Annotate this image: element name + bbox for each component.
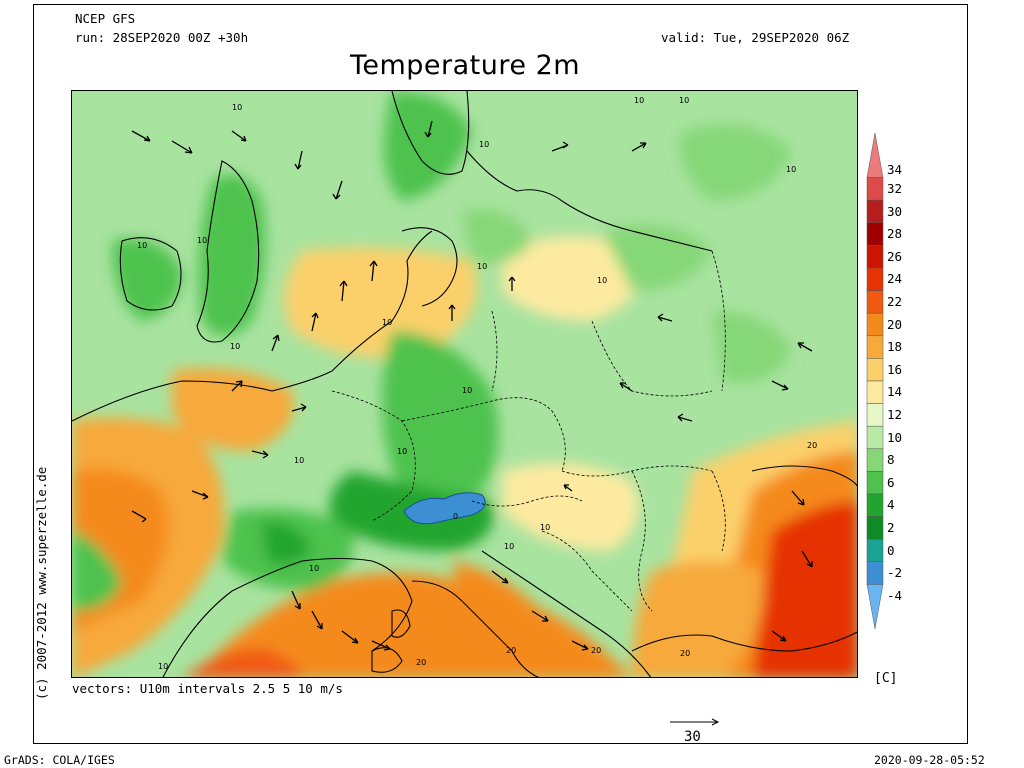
contour-label: 20 [591, 646, 601, 655]
colorbar-tick-label: 2 [887, 519, 895, 535]
credit-label: (c) 2007-2012 www.superzelle.de [34, 466, 49, 700]
coastlines [72, 91, 857, 677]
contour-label: 10 [540, 523, 550, 532]
colorbar-cell [866, 335, 884, 359]
reference-vector-arrow [670, 718, 720, 726]
colorbar-tick-label: 26 [887, 248, 903, 264]
colorbar-cell [866, 425, 884, 450]
valid-label: valid: Tue, 29SEP2020 06Z [661, 30, 850, 45]
unit-label: [C] [874, 671, 898, 686]
colorbar-tick-label: 0 [887, 542, 895, 558]
colorbar-tick-label: 30 [887, 203, 903, 219]
colorbar-cell [866, 380, 884, 404]
contour-label: 10 [786, 165, 796, 174]
model-label: NCEP GFS [75, 11, 136, 26]
contour-label: 10 [462, 386, 472, 395]
contour-label: 10 [397, 447, 407, 456]
colorbar-tick-label: 18 [887, 339, 903, 355]
colorbar-cell [866, 538, 884, 563]
colorbar-tick-label: 10 [887, 429, 903, 445]
colorbar-cell [866, 584, 884, 629]
colorbar-cell [866, 358, 884, 382]
colorbar [866, 133, 884, 629]
contour-label: 10 [137, 241, 147, 250]
colorbar-tick-label: -2 [887, 565, 903, 581]
map-canvas: 10 10 10 10 10 10 10 10 10 10 10 10 10 1… [72, 91, 857, 677]
contour-label: 10 [634, 96, 644, 105]
contour-label: 10 [477, 262, 487, 271]
contour-label: 10 [382, 318, 392, 327]
vectors-note: vectors: U10m intervals 2.5 5 10 m/s [72, 681, 343, 696]
colorbar-tick-label: 20 [887, 316, 903, 332]
contour-label: 10 [504, 542, 514, 551]
colorbar-cell [866, 471, 884, 495]
colorbar-cell [866, 222, 884, 246]
colorbar-tick-label: 14 [887, 384, 903, 400]
contour-label: 10 [679, 96, 689, 105]
contour-label: 20 [680, 649, 690, 658]
contour-label: 10 [230, 342, 240, 351]
colorbar-cell [866, 448, 884, 472]
colorbar-cell [866, 267, 884, 291]
wind-vectors [131, 120, 813, 651]
run-label: run: 28SEP2020 00Z +30h [75, 30, 249, 45]
colorbar-tick-label: 4 [887, 497, 895, 513]
colorbar-cells [866, 133, 884, 629]
colorbar-cell [866, 245, 884, 269]
timestamp: 2020-09-28-05:52 [874, 753, 985, 767]
colorbar-tick-label: 32 [887, 180, 903, 196]
colorbar-cell [866, 493, 884, 517]
contour-label: 0 [453, 512, 458, 521]
contour-label: 10 [197, 236, 207, 245]
temperature-field [72, 91, 857, 677]
colorbar-tick-label: 12 [887, 406, 903, 422]
contour-label: 10 [232, 103, 242, 112]
map-title: Temperature 2m [349, 50, 581, 81]
contour-label: 20 [506, 646, 516, 655]
colorbar-cell [866, 199, 884, 224]
alpine-cold-area [403, 492, 486, 525]
colorbar-cell [866, 177, 884, 201]
temperature-map: 10 10 10 10 10 10 10 10 10 10 10 10 10 1… [71, 90, 858, 678]
colorbar-tick-label: 8 [887, 452, 895, 468]
colorbar-cell [866, 516, 884, 540]
colorbar-cell [866, 133, 884, 178]
figure-frame [33, 4, 968, 744]
contour-label: 10 [309, 564, 319, 573]
contour-label: 10 [597, 276, 607, 285]
contour-label: 10 [479, 140, 489, 149]
colorbar-tick-label: -4 [887, 587, 903, 603]
colorbar-tick-label: 28 [887, 226, 903, 242]
colorbar-tick-label: 16 [887, 361, 903, 377]
colorbar-tick-label: 24 [887, 271, 903, 287]
contour-labels: 10 10 10 10 10 10 10 10 10 10 10 10 10 1… [137, 96, 817, 671]
colorbar-tick-label: 6 [887, 474, 895, 490]
colorbar-tick-label: 34 [887, 162, 903, 178]
contour-label: 20 [416, 658, 426, 667]
contour-label: 10 [158, 662, 168, 671]
colorbar-tick-label: 22 [887, 293, 903, 309]
contour-label: 20 [807, 441, 817, 450]
colorbar-cell [866, 561, 884, 585]
contour-label: 10 [294, 456, 304, 465]
reference-vector-label: 30 [684, 729, 701, 745]
grads-credit: GrADS: COLA/IGES [4, 753, 115, 767]
colorbar-cell [866, 290, 884, 314]
colorbar-cell [866, 312, 884, 337]
colorbar-cell [866, 403, 884, 427]
